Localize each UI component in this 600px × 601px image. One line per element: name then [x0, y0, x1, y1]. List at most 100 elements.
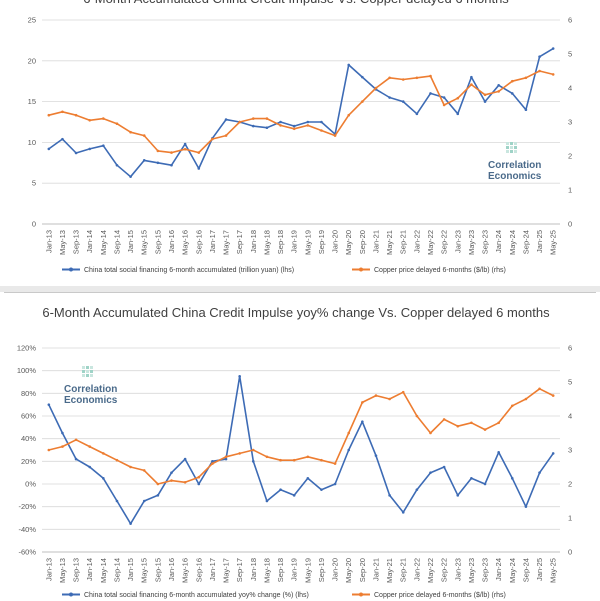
top-series-1-line [48, 47, 554, 178]
bottom-series-1-point [115, 499, 119, 503]
bottom-x-tick-label: Jan-20 [331, 558, 340, 581]
bottom-series-2-point [306, 455, 310, 459]
bottom-x-tick-label: Jan-22 [412, 558, 421, 581]
top-series-2-point [211, 137, 214, 141]
top-series-2-point [347, 113, 351, 117]
bottom-series-1-point [510, 477, 514, 480]
bottom-x-tick-label: Sep-23 [481, 558, 490, 582]
top-series-2-point [538, 69, 541, 73]
bottom-series-1-point [470, 477, 473, 480]
top-series-2-point [74, 113, 78, 117]
top-series-1-point [456, 112, 460, 116]
bottom-x-tick-label: Jan-23 [453, 558, 462, 581]
bottom-x-tick-label: Jan-14 [85, 558, 94, 581]
bottom-series-2-point [238, 452, 241, 455]
top-x-tick-label: Sep-16 [194, 230, 203, 254]
top-x-tick-label: Jan-22 [412, 230, 421, 253]
bottom-series-2-point [292, 458, 296, 462]
top-series-2-point [456, 96, 460, 100]
top-series-2-point [156, 149, 160, 153]
top-series-2-point [510, 79, 514, 83]
top-y-left-tick-label: 10 [28, 138, 36, 147]
top-legend-marker-1 [69, 267, 73, 272]
top-series-1-point [129, 175, 132, 178]
top-logo-line1: Correlation [488, 160, 541, 171]
top-series-2-point [292, 127, 296, 131]
top-series-1-point [470, 75, 473, 79]
bottom-series-2-point [538, 387, 541, 391]
bottom-x-tick-label: May-23 [467, 558, 476, 583]
top-series-2-point [279, 124, 282, 127]
bottom-x-tick-label: Sep-21 [399, 558, 408, 582]
top-series-2-point [142, 134, 146, 137]
top-series-2-point [401, 78, 405, 81]
bottom-series-1-point [306, 477, 310, 480]
bottom-x-tick-label: Sep-18 [276, 558, 285, 582]
bottom-y-left-tick-label: 60% [21, 412, 36, 421]
top-series-1-point [61, 137, 64, 141]
bottom-logo-line1: Correlation [64, 384, 117, 395]
bottom-series-1-point [265, 499, 269, 503]
bottom-series-2-point [47, 448, 51, 452]
bottom-y-left-tick-label: 40% [21, 434, 36, 443]
top-x-tick-label: Jan-16 [167, 230, 176, 253]
bottom-series-2-point [442, 418, 446, 421]
top-series-2-point [374, 86, 378, 90]
bottom-series-1-point [347, 448, 351, 452]
bottom-series-2-point [279, 458, 282, 462]
top-series-2-point [102, 117, 105, 120]
top-legend-label-2: Copper price delayed 6-months ($/lb) (rh… [374, 267, 506, 274]
top-series-2-point [115, 122, 119, 125]
top-series-2-point [524, 76, 528, 80]
top-series-2-point [442, 103, 446, 107]
top-y-left-tick-label: 25 [28, 16, 36, 25]
top-series-2-point [265, 117, 269, 120]
bottom-x-tick-label: Jan-24 [494, 558, 503, 581]
bottom-series-2-point [142, 469, 146, 472]
bottom-y-right-tick-label: 2 [568, 480, 572, 489]
bottom-series-2-point [551, 394, 555, 397]
top-y-right-tick-label: 6 [568, 16, 572, 25]
top-y-right-tick-label: 0 [568, 220, 572, 229]
top-x-tick-label: Sep-22 [440, 230, 449, 254]
top-series-1-point [251, 124, 255, 128]
top-series-2-point [497, 90, 500, 93]
top-series-2-point [129, 130, 132, 134]
bottom-series-2-point [183, 481, 187, 484]
top-x-tick-label: May-16 [181, 230, 190, 255]
top-series-2-point [183, 147, 187, 151]
bottom-logo-line2: Economics [64, 395, 118, 406]
bottom-x-tick-label: May-16 [181, 558, 190, 583]
bottom-x-tick-label: Sep-17 [235, 558, 244, 582]
top-x-tick-label: Sep-21 [399, 230, 408, 254]
bottom-legend-label-1: China total social financing 6-month acc… [84, 592, 309, 599]
bottom-series-1-point [238, 375, 241, 378]
top-series-1-point [170, 163, 173, 167]
bottom-series-1-point [524, 505, 528, 508]
top-x-tick-label: Sep-13 [72, 230, 81, 254]
top-x-tick-label: Sep-14 [112, 230, 121, 254]
top-x-tick-label: Sep-24 [521, 230, 530, 254]
bottom-x-tick-label: May-19 [303, 558, 312, 583]
top-y-right-tick-label: 5 [568, 50, 572, 59]
bottom-series-1-point [102, 477, 105, 480]
bottom-series-2-point [470, 421, 473, 425]
bottom-x-tick-label: Sep-20 [358, 558, 367, 582]
bottom-y-right-tick-label: 1 [568, 514, 572, 523]
bottom-series-2-point [333, 462, 337, 465]
bottom-series-1-point [388, 494, 391, 497]
bottom-series-1-point [88, 465, 92, 469]
bottom-x-tick-label: Jan-17 [208, 558, 217, 581]
top-series-1-point [142, 159, 146, 162]
top-series-1-point [306, 120, 310, 124]
bottom-x-tick-label: Sep-16 [194, 558, 203, 582]
top-series-1-point [538, 55, 541, 59]
top-series-2-point [251, 117, 255, 120]
top-series-1-point [483, 100, 487, 103]
bottom-x-tick-label: Jan-16 [167, 558, 176, 581]
bottom-series-1-point [551, 452, 555, 455]
top-x-tick-label: May-21 [385, 230, 394, 255]
bottom-y-right-tick-label: 3 [568, 446, 572, 455]
bottom-series-1-point [374, 454, 378, 457]
bottom-y-left-tick-label: 80% [21, 389, 36, 398]
